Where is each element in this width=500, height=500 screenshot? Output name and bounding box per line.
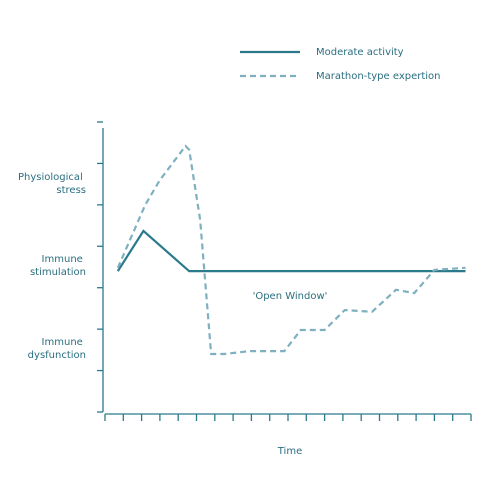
legend-label: Marathon-type expertion [316,71,441,82]
line [116,229,466,273]
y-label: Immune dysfunction [28,337,86,361]
x-axis-label: Time [277,446,302,457]
y-label: Immune stimulation [30,254,86,278]
legend-label: Moderate activity [316,47,404,58]
annotation: 'Open Window' [253,291,328,302]
y-label: Physiological stress [18,172,86,196]
line [116,144,466,356]
